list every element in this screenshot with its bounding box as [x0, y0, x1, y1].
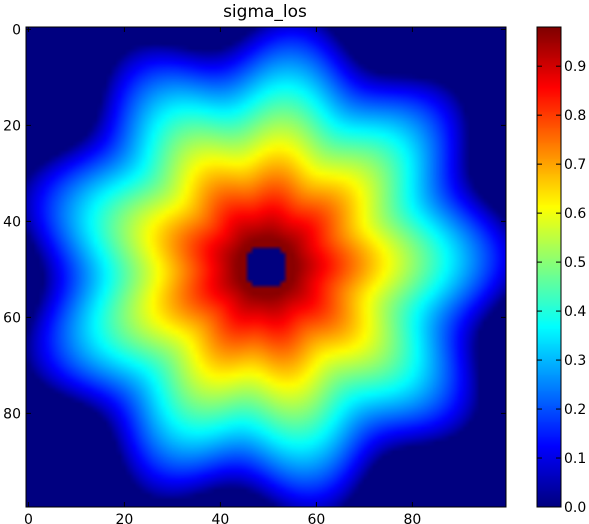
colorbar-tick-label: 0.8	[564, 108, 586, 124]
colorbar-tick-label: 0.2	[564, 402, 586, 418]
y-tick-label: 80	[3, 406, 21, 422]
colorbar-tick-label: 0.7	[564, 157, 586, 173]
plot-frame	[25, 26, 507, 508]
x-tick-label: 0	[24, 512, 33, 524]
colorbar-tick-label: 0.5	[564, 255, 586, 271]
colorbar-tick-label: 0.9	[564, 59, 586, 75]
colorbar-gradient	[537, 27, 561, 507]
heatmap-image	[26, 27, 506, 507]
x-tick-label: 20	[115, 512, 133, 524]
y-tick-label: 40	[3, 214, 21, 230]
x-tick-label: 80	[403, 512, 421, 524]
x-axis: 0 20 40 60 80	[24, 27, 421, 524]
chart-title: sigma_los	[223, 2, 307, 22]
colorbar: 0.0 0.1 0.2 0.3 0.4 0.5 0.6 0.7 0.8 0.9	[536, 26, 586, 516]
colorbar-tick-label: 0.6	[564, 206, 586, 222]
colorbar-tick-label: 0.4	[564, 304, 586, 320]
y-tick-label: 0	[12, 22, 21, 38]
y-tick-label: 20	[3, 118, 21, 134]
colorbar-frame	[536, 26, 562, 508]
colorbar-tick-label: 0.1	[564, 451, 586, 467]
plot-area	[25, 26, 507, 508]
y-tick-label: 60	[3, 310, 21, 326]
colorbar-ticks: 0.0 0.1 0.2 0.3 0.4 0.5 0.6 0.7 0.8 0.9	[537, 59, 586, 516]
colorbar-tick-label: 0.0	[564, 500, 586, 516]
y-axis: 0 20 40 60 80	[3, 22, 506, 422]
x-tick-label: 40	[211, 512, 229, 524]
x-tick-label: 60	[307, 512, 325, 524]
colorbar-tick-label: 0.3	[564, 353, 586, 369]
